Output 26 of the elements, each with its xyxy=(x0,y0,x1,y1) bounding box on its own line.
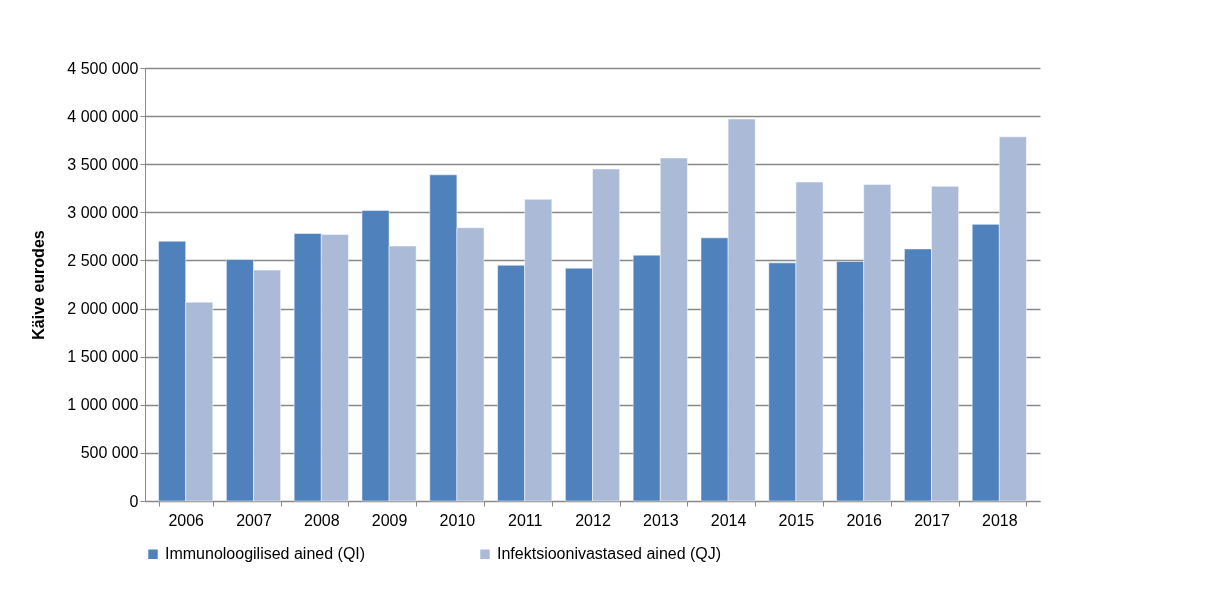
x-tick-label: 2008 xyxy=(303,511,340,529)
y-tick-label: 3 500 000 xyxy=(67,155,139,173)
x-tick-label: 2012 xyxy=(575,511,611,529)
x-tick-label: 2009 xyxy=(371,511,408,529)
legend-label: Infektsioonivastased ained (QJ) xyxy=(497,545,722,563)
x-tick-label: 2017 xyxy=(914,511,950,529)
x-tick-label: 2015 xyxy=(778,511,815,529)
y-tick-label: 4 000 000 xyxy=(67,107,139,125)
x-tick-label: 2010 xyxy=(439,511,476,529)
x-tick-label: 2013 xyxy=(643,511,679,529)
y-tick-label: 4 500 000 xyxy=(67,59,139,77)
y-tick-label: 3 000 000 xyxy=(67,203,139,221)
x-tick-label: 2011 xyxy=(507,511,543,529)
x-tick-label: 2016 xyxy=(846,511,883,529)
y-tick-label: 1 500 000 xyxy=(67,348,139,366)
y-tick-label: 500 000 xyxy=(80,444,139,462)
x-tick-label: 2007 xyxy=(236,511,272,529)
y-axis-title: Käive eurodes xyxy=(30,230,48,340)
x-tick-label: 2006 xyxy=(168,511,205,529)
y-tick-label: 1 000 000 xyxy=(67,396,139,414)
y-tick-label: 2 500 000 xyxy=(67,251,139,269)
x-tick-label: 2018 xyxy=(982,511,1018,529)
legend-label: Immunoloogilised ained (QI) xyxy=(165,545,366,563)
y-tick-label: 0 xyxy=(129,492,139,510)
y-tick-label: 2 000 000 xyxy=(67,300,139,318)
x-tick-label: 2014 xyxy=(710,511,747,529)
